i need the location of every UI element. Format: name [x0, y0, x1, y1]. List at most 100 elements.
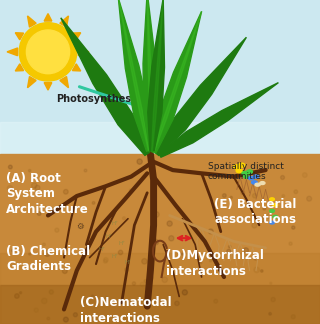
Polygon shape	[153, 11, 202, 152]
Polygon shape	[15, 64, 24, 71]
Text: (D)Mycorrhizal
interactions: (D)Mycorrhizal interactions	[166, 249, 264, 278]
Circle shape	[132, 282, 136, 285]
Text: Spatially distinct
communities: Spatially distinct communities	[208, 162, 284, 181]
Circle shape	[37, 212, 41, 215]
Circle shape	[73, 313, 77, 317]
Text: H⁺: H⁺	[112, 254, 119, 259]
Text: ⚙: ⚙	[76, 221, 84, 230]
Circle shape	[82, 225, 84, 227]
Text: H⁺: H⁺	[99, 247, 106, 252]
Circle shape	[208, 229, 213, 234]
Polygon shape	[60, 16, 68, 27]
Circle shape	[181, 253, 183, 255]
Polygon shape	[72, 64, 81, 71]
Circle shape	[214, 299, 218, 303]
Circle shape	[12, 249, 14, 252]
Circle shape	[243, 248, 249, 253]
Circle shape	[42, 298, 47, 304]
Polygon shape	[0, 122, 320, 154]
Text: (B) Chemical
Gradients: (B) Chemical Gradients	[6, 245, 91, 273]
Polygon shape	[28, 16, 36, 27]
Circle shape	[32, 174, 35, 178]
Polygon shape	[0, 154, 320, 324]
Circle shape	[140, 282, 144, 286]
Circle shape	[241, 217, 245, 221]
Circle shape	[270, 282, 272, 284]
Polygon shape	[44, 83, 52, 90]
Circle shape	[49, 207, 53, 211]
Circle shape	[19, 23, 77, 81]
Circle shape	[260, 270, 263, 272]
Ellipse shape	[252, 181, 257, 184]
Ellipse shape	[273, 204, 277, 207]
Circle shape	[7, 186, 13, 191]
Circle shape	[267, 214, 272, 219]
Ellipse shape	[255, 183, 260, 186]
Circle shape	[144, 280, 147, 283]
Circle shape	[222, 194, 226, 197]
Circle shape	[129, 189, 132, 191]
Circle shape	[20, 292, 22, 294]
Ellipse shape	[236, 168, 243, 173]
Circle shape	[35, 185, 40, 190]
Polygon shape	[143, 0, 158, 151]
Circle shape	[62, 269, 67, 273]
Circle shape	[254, 267, 260, 273]
Polygon shape	[0, 253, 320, 324]
Circle shape	[142, 259, 147, 264]
Ellipse shape	[234, 165, 240, 169]
Circle shape	[123, 217, 125, 220]
Text: (A) Root
System
Architecture: (A) Root System Architecture	[6, 172, 89, 216]
Circle shape	[271, 297, 275, 302]
Circle shape	[162, 277, 167, 283]
Ellipse shape	[248, 177, 254, 180]
Circle shape	[282, 195, 284, 197]
Circle shape	[182, 290, 188, 295]
Circle shape	[63, 190, 68, 194]
Circle shape	[260, 217, 265, 222]
Ellipse shape	[260, 181, 265, 184]
Circle shape	[55, 228, 59, 232]
Circle shape	[34, 308, 38, 312]
Circle shape	[230, 196, 232, 199]
Ellipse shape	[247, 170, 252, 174]
Circle shape	[43, 243, 45, 246]
Circle shape	[8, 165, 12, 169]
Circle shape	[15, 294, 19, 298]
Circle shape	[92, 202, 95, 204]
Circle shape	[165, 302, 170, 307]
Polygon shape	[148, 0, 164, 151]
Circle shape	[252, 223, 257, 228]
Circle shape	[169, 236, 174, 241]
Circle shape	[63, 317, 68, 322]
Circle shape	[263, 207, 266, 210]
Circle shape	[47, 317, 50, 320]
Ellipse shape	[273, 215, 277, 218]
Polygon shape	[155, 37, 246, 156]
Circle shape	[228, 245, 231, 248]
Polygon shape	[118, 0, 151, 151]
Text: H⁺: H⁺	[124, 260, 132, 265]
Ellipse shape	[270, 198, 274, 201]
Circle shape	[227, 249, 231, 254]
Circle shape	[241, 191, 245, 194]
Ellipse shape	[244, 175, 249, 178]
Circle shape	[153, 239, 159, 245]
Polygon shape	[7, 48, 18, 56]
Polygon shape	[118, 0, 149, 151]
Polygon shape	[61, 18, 149, 156]
Polygon shape	[147, 0, 152, 151]
Circle shape	[32, 183, 37, 188]
Polygon shape	[60, 76, 68, 88]
Text: (C)Nematodal
interactions: (C)Nematodal interactions	[80, 296, 172, 324]
Polygon shape	[28, 76, 36, 88]
Circle shape	[252, 193, 257, 198]
Circle shape	[28, 169, 31, 172]
Circle shape	[281, 176, 284, 179]
Polygon shape	[72, 33, 81, 40]
Circle shape	[175, 301, 179, 306]
Circle shape	[167, 221, 172, 226]
Circle shape	[103, 260, 107, 263]
Circle shape	[106, 296, 108, 299]
Text: Photosynthesis: Photosynthesis	[56, 94, 140, 104]
